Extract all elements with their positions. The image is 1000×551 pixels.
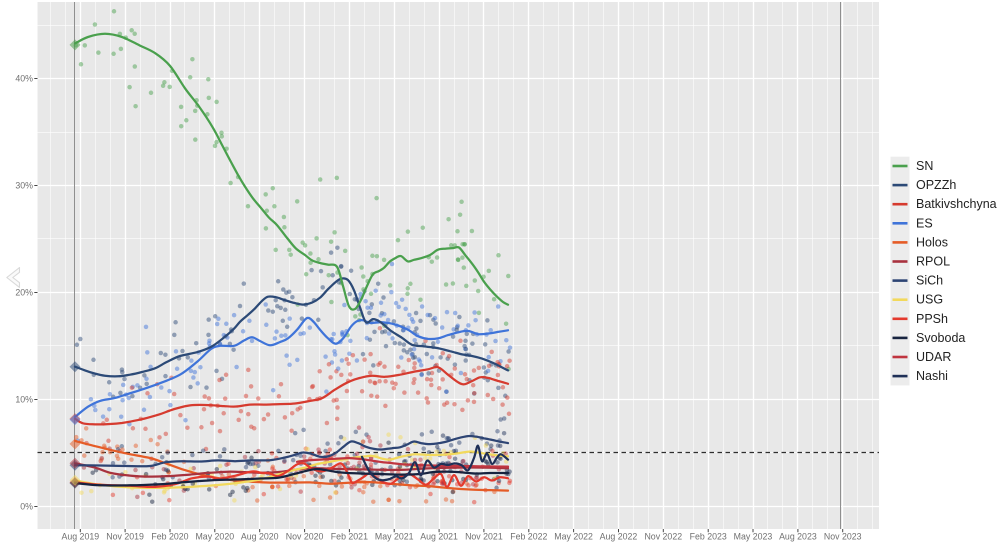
- svg-text:Feb 2021: Feb 2021: [331, 532, 368, 542]
- svg-text:Aug 2022: Aug 2022: [600, 532, 638, 542]
- svg-text:SiCh: SiCh: [916, 274, 943, 288]
- svg-text:UDAR: UDAR: [916, 350, 951, 364]
- svg-text:20%: 20%: [15, 288, 33, 298]
- svg-text:Aug 2020: Aug 2020: [241, 532, 279, 542]
- svg-text:Batkivshchyna: Batkivshchyna: [916, 197, 997, 211]
- svg-text:Nov 2021: Nov 2021: [465, 532, 503, 542]
- svg-text:Feb 2023: Feb 2023: [690, 532, 727, 542]
- svg-text:0%: 0%: [20, 502, 33, 512]
- svg-text:Nashi: Nashi: [916, 369, 948, 383]
- svg-text:30%: 30%: [15, 181, 33, 191]
- svg-text:40%: 40%: [15, 74, 33, 84]
- svg-text:SN: SN: [916, 159, 933, 173]
- svg-text:May 2022: May 2022: [554, 532, 593, 542]
- svg-text:Feb 2022: Feb 2022: [510, 532, 547, 542]
- svg-text:Holos: Holos: [916, 235, 948, 249]
- svg-text:Nov 2019: Nov 2019: [106, 532, 144, 542]
- svg-text:May 2023: May 2023: [734, 532, 773, 542]
- svg-text:RPOL: RPOL: [916, 255, 950, 269]
- svg-text:Svoboda: Svoboda: [916, 331, 965, 345]
- svg-text:Nov 2023: Nov 2023: [824, 532, 862, 542]
- svg-text:ES: ES: [916, 216, 933, 230]
- svg-text:OPZZh: OPZZh: [916, 178, 956, 192]
- svg-text:PPSh: PPSh: [916, 312, 948, 326]
- svg-text:10%: 10%: [15, 395, 33, 405]
- svg-text:May 2020: May 2020: [195, 532, 234, 542]
- svg-text:Aug 2023: Aug 2023: [779, 532, 817, 542]
- svg-text:Aug 2021: Aug 2021: [420, 532, 458, 542]
- svg-text:USG: USG: [916, 293, 943, 307]
- svg-text:Feb 2020: Feb 2020: [151, 532, 188, 542]
- svg-text:Aug 2019: Aug 2019: [61, 532, 99, 542]
- svg-text:Nov 2022: Nov 2022: [644, 532, 682, 542]
- svg-text:Nov 2020: Nov 2020: [286, 532, 324, 542]
- svg-text:May 2021: May 2021: [375, 532, 414, 542]
